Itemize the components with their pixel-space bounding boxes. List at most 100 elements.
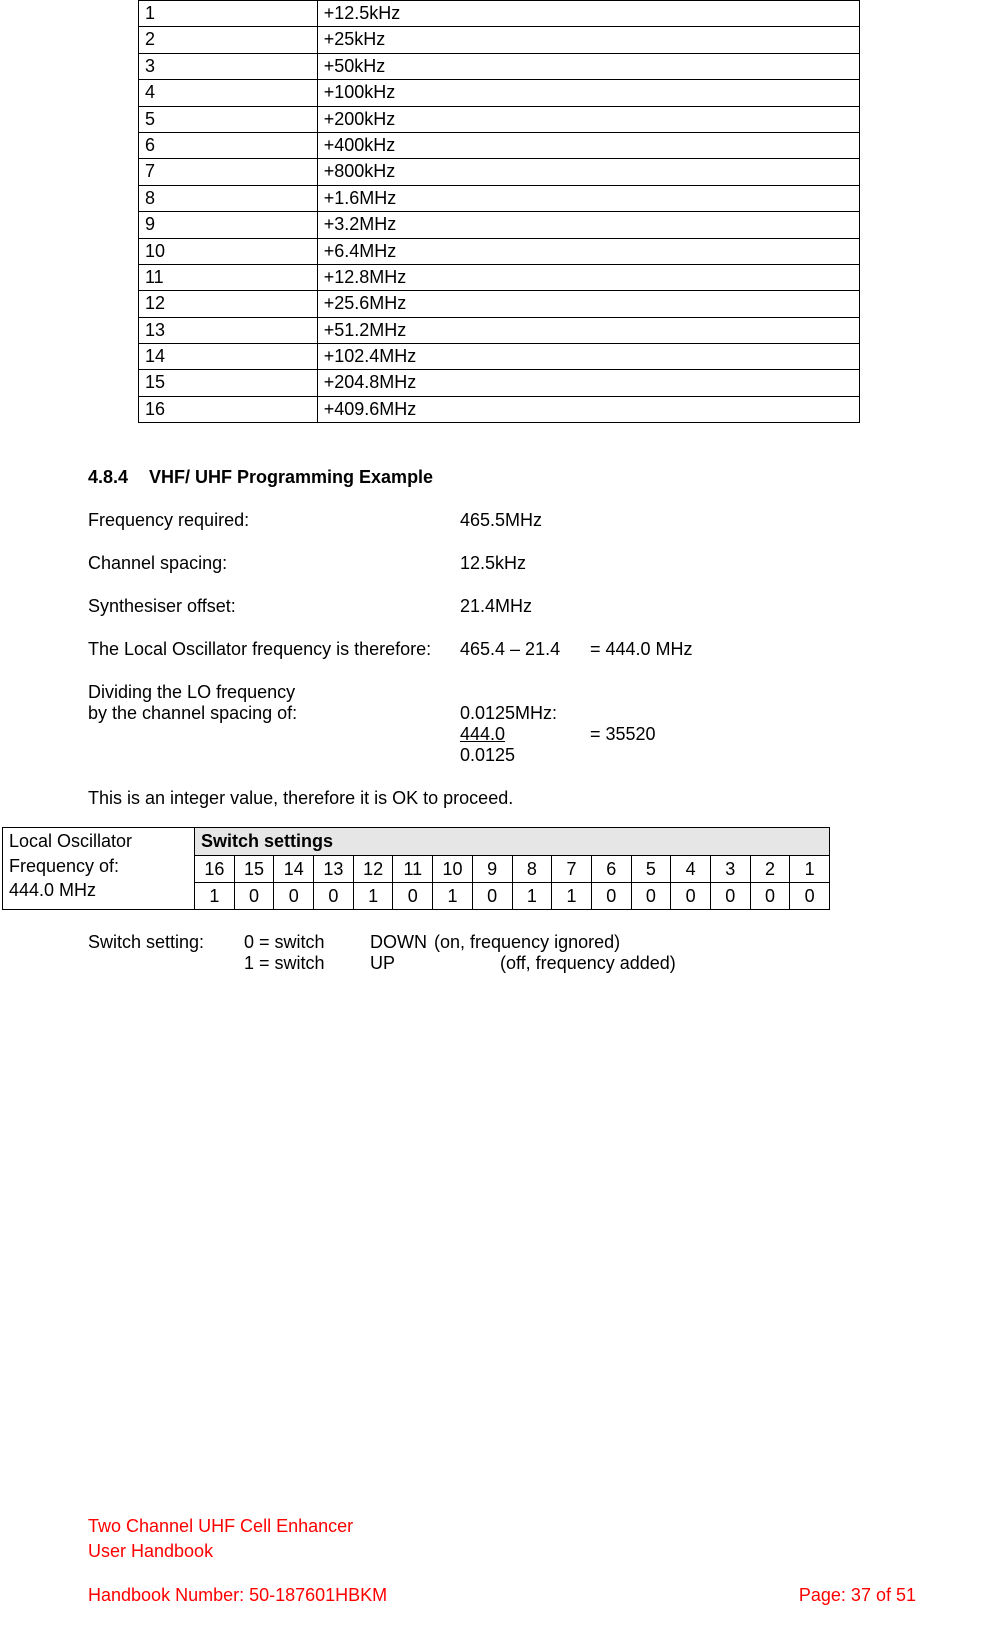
switch-number: 5 — [139, 106, 318, 132]
fraction-numerator: 444.0 — [460, 724, 590, 745]
switch-number: 15 — [139, 370, 318, 396]
switch-number: 13 — [139, 317, 318, 343]
calc: 465.4 – 21.4 — [460, 639, 590, 660]
switch-col-number: 9 — [472, 855, 512, 882]
legend-r0b: DOWN — [370, 932, 434, 953]
table-row: 2+25kHz — [139, 27, 860, 53]
switch-value: 1 — [353, 882, 393, 909]
switch-col-number: 14 — [274, 855, 314, 882]
divide-line2: by the channel spacing of: — [88, 703, 460, 724]
switch-col-number: 7 — [552, 855, 592, 882]
switch-col-number: 13 — [314, 855, 354, 882]
legend-label: Switch setting: — [88, 932, 244, 953]
frequency-step: +1.6MHz — [317, 185, 859, 211]
table-row: 4+100kHz — [139, 80, 860, 106]
lo-label-l2: Frequency of: — [9, 854, 188, 878]
switch-value: 0 — [591, 882, 631, 909]
row-synthesiser-offset: Synthesiser offset: 21.4MHz — [88, 596, 918, 617]
frequency-step-table: 1+12.5kHz2+25kHz3+50kHz4+100kHz5+200kHz6… — [138, 0, 860, 423]
table-row: 11+12.8MHz — [139, 264, 860, 290]
switch-number: 9 — [139, 212, 318, 238]
switch-col-number: 1 — [790, 855, 830, 882]
switch-value: 0 — [472, 882, 512, 909]
label: The Local Oscillator frequency is theref… — [88, 639, 460, 660]
switch-number: 11 — [139, 264, 318, 290]
row-channel-spacing: Channel spacing: 12.5kHz — [88, 553, 918, 574]
frequency-step: +25kHz — [317, 27, 859, 53]
switch-number: 2 — [139, 27, 318, 53]
page-footer: Two Channel UHF Cell Enhancer User Handb… — [88, 1514, 916, 1606]
switch-col-number: 8 — [512, 855, 552, 882]
legend-r0c: (on, frequency ignored) — [434, 932, 620, 953]
frequency-step: +409.6MHz — [317, 396, 859, 422]
switch-value: 0 — [274, 882, 314, 909]
section-heading: 4.8.4 VHF/ UHF Programming Example — [88, 467, 918, 488]
table-row: 1+12.5kHz — [139, 1, 860, 27]
divide-line1: Dividing the LO frequency — [88, 682, 918, 703]
switch-number: 7 — [139, 159, 318, 185]
switch-value: 1 — [433, 882, 473, 909]
handbook-number: Handbook Number: 50-187601HBKM — [88, 1585, 387, 1606]
switch-value: 0 — [671, 882, 711, 909]
switch-number: 3 — [139, 53, 318, 79]
table-row: 10+6.4MHz — [139, 238, 860, 264]
switch-col-number: 10 — [433, 855, 473, 882]
switch-settings-table: Local Oscillator Frequency of: 444.0 MHz… — [2, 827, 830, 910]
table-row: 13+51.2MHz — [139, 317, 860, 343]
switch-value: 0 — [750, 882, 790, 909]
lo-label-l1: Local Oscillator — [9, 829, 188, 853]
table-row: 9+3.2MHz — [139, 212, 860, 238]
footer-title-2: User Handbook — [88, 1539, 916, 1563]
frequency-step: +800kHz — [317, 159, 859, 185]
switch-col-number: 6 — [591, 855, 631, 882]
switch-number: 16 — [139, 396, 318, 422]
divide-rhs-label: 0.0125MHz: — [460, 703, 590, 724]
lo-cell: Local Oscillator Frequency of: 444.0 MHz — [3, 828, 195, 910]
frequency-step: +3.2MHz — [317, 212, 859, 238]
switch-col-number: 2 — [750, 855, 790, 882]
switch-col-number: 12 — [353, 855, 393, 882]
divide-result: = 35520 — [590, 724, 656, 745]
switch-value: 1 — [512, 882, 552, 909]
integer-note: This is an integer value, therefore it i… — [88, 788, 918, 809]
frequency-step: +50kHz — [317, 53, 859, 79]
switch-col-number: 15 — [234, 855, 274, 882]
value: 465.5MHz — [460, 510, 590, 531]
footer-title-1: Two Channel UHF Cell Enhancer — [88, 1514, 916, 1538]
section-number: 4.8.4 — [88, 467, 144, 488]
page-number: Page: 37 of 51 — [799, 1585, 916, 1606]
table-row: 14+102.4MHz — [139, 344, 860, 370]
section-title: VHF/ UHF Programming Example — [149, 467, 433, 487]
row-frequency-required: Frequency required: 465.5MHz — [88, 510, 918, 531]
frequency-step: +25.6MHz — [317, 291, 859, 317]
table-row: 3+50kHz — [139, 53, 860, 79]
divide-block: Dividing the LO frequency by the channel… — [88, 682, 918, 766]
table-row: 8+1.6MHz — [139, 185, 860, 211]
switch-number: 8 — [139, 185, 318, 211]
label: Synthesiser offset: — [88, 596, 460, 617]
switch-number: 1 — [139, 1, 318, 27]
frequency-step: +200kHz — [317, 106, 859, 132]
legend-r1c: (off, frequency added) — [500, 953, 676, 974]
fraction-denominator: 0.0125 — [460, 745, 590, 766]
frequency-step: +204.8MHz — [317, 370, 859, 396]
switch-value: 0 — [393, 882, 433, 909]
switch-number: 4 — [139, 80, 318, 106]
switch-number: 12 — [139, 291, 318, 317]
switch-value: 1 — [552, 882, 592, 909]
table-row: 5+200kHz — [139, 106, 860, 132]
table-row: 16+409.6MHz — [139, 396, 860, 422]
result: = 444.0 MHz — [590, 639, 693, 660]
switch-number: 10 — [139, 238, 318, 264]
value: 21.4MHz — [460, 596, 590, 617]
switch-settings-header: Switch settings — [195, 828, 830, 855]
switch-number: 14 — [139, 344, 318, 370]
switch-value: 1 — [195, 882, 235, 909]
switch-value: 0 — [710, 882, 750, 909]
legend-r0a: 0 = switch — [244, 932, 370, 953]
switch-col-number: 16 — [195, 855, 235, 882]
switch-col-number: 11 — [393, 855, 433, 882]
switch-legend: Switch setting: 0 = switch DOWN (on, fre… — [88, 932, 918, 974]
switch-value: 0 — [314, 882, 354, 909]
table-row: 15+204.8MHz — [139, 370, 860, 396]
